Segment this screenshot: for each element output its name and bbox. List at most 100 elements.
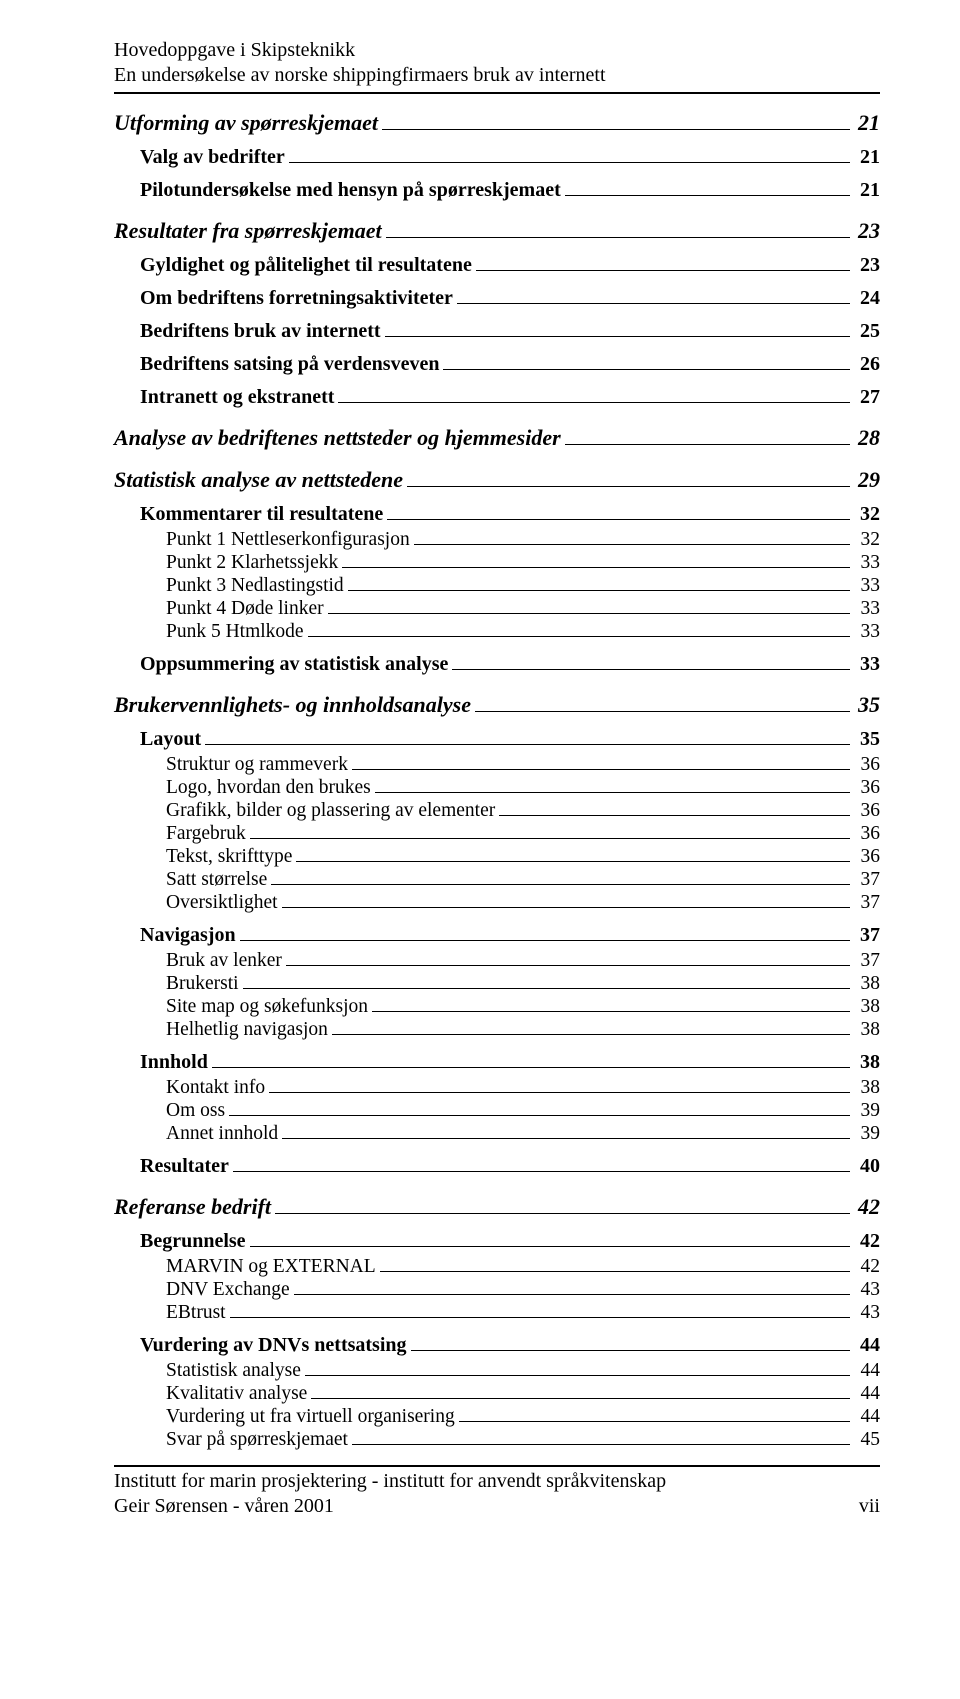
running-footer: Institutt for marin prosjektering - inst… bbox=[114, 1469, 880, 1519]
toc-entry: Vurdering ut fra virtuell organisering44 bbox=[114, 1406, 880, 1428]
toc-entry: Kommentarer til resultatene32 bbox=[114, 503, 880, 526]
toc-leader-line bbox=[286, 950, 850, 966]
toc-page-number: 27 bbox=[852, 386, 880, 409]
toc-leader-line bbox=[565, 428, 850, 446]
toc-leader-line bbox=[308, 621, 850, 637]
toc-page-number: 39 bbox=[852, 1123, 880, 1145]
toc-page-number: 25 bbox=[852, 320, 880, 343]
toc-page-number: 38 bbox=[852, 1051, 880, 1074]
toc-label: Site map og søkefunksjon bbox=[166, 996, 368, 1018]
footer-rule bbox=[114, 1465, 880, 1467]
toc-leader-line bbox=[382, 113, 850, 131]
toc-page-number: 44 bbox=[852, 1360, 880, 1382]
toc-label: Layout bbox=[140, 728, 201, 751]
footer-line-1: Institutt for marin prosjektering - inst… bbox=[114, 1469, 666, 1494]
toc-page-number: 42 bbox=[852, 1256, 880, 1278]
header-line-1: Hovedoppgave i Skipsteknikk bbox=[114, 38, 880, 63]
toc-page-number: 36 bbox=[852, 823, 880, 845]
toc-leader-line bbox=[240, 925, 850, 941]
toc-leader-line bbox=[230, 1302, 850, 1318]
toc-entry: Analyse av bedriftenes nettsteder og hje… bbox=[114, 425, 880, 451]
toc-page-number: 37 bbox=[852, 869, 880, 891]
toc-leader-line bbox=[205, 729, 850, 745]
toc-label: Resultater fra spørreskjemaet bbox=[114, 218, 382, 244]
toc-entry: Bedriftens satsing på verdensveven 26 bbox=[114, 353, 880, 376]
toc-leader-line bbox=[233, 1156, 850, 1172]
toc-entry: Punkt 4 Døde linker33 bbox=[114, 598, 880, 620]
toc-label: Tekst, skrifttype bbox=[166, 846, 292, 868]
toc-label: Statistisk analyse bbox=[166, 1360, 301, 1382]
toc-leader-line bbox=[282, 892, 850, 908]
toc-label: Fargebruk bbox=[166, 823, 246, 845]
toc-page-number: 26 bbox=[852, 353, 880, 376]
toc-page-number: 33 bbox=[852, 552, 880, 574]
toc-entry: Logo, hvordan den brukes36 bbox=[114, 777, 880, 799]
toc-leader-line bbox=[411, 1335, 850, 1351]
toc-label: Valg av bedrifter bbox=[140, 146, 285, 169]
toc-page-number: 44 bbox=[852, 1383, 880, 1405]
toc-label: Oversiktlighet bbox=[166, 892, 278, 914]
toc-label: MARVIN og EXTERNAL bbox=[166, 1256, 376, 1278]
toc-label: Begrunnelse bbox=[140, 1230, 246, 1253]
header-rule bbox=[114, 92, 880, 94]
toc-entry: Pilotundersøkelse med hensyn på spørresk… bbox=[114, 179, 880, 202]
toc-page-number: 37 bbox=[852, 950, 880, 972]
toc-leader-line bbox=[499, 800, 850, 816]
toc-entry: Statistisk analyse 44 bbox=[114, 1360, 880, 1382]
toc-entry: Oversiktlighet 37 bbox=[114, 892, 880, 914]
toc-leader-line bbox=[385, 321, 850, 337]
toc-page-number: 35 bbox=[852, 692, 880, 718]
toc-label: Kommentarer til resultatene bbox=[140, 503, 383, 526]
toc-label: Gyldighet og pålitelighet til resultaten… bbox=[140, 254, 472, 277]
toc-page-number: 36 bbox=[852, 800, 880, 822]
toc-page-number: 33 bbox=[852, 575, 880, 597]
toc-label: Grafikk, bilder og plassering av element… bbox=[166, 800, 495, 822]
table-of-contents: Utforming av spørreskjemaet21Valg av bed… bbox=[114, 110, 880, 1451]
toc-leader-line bbox=[269, 1077, 850, 1093]
document-page: Hovedoppgave i Skipsteknikk En undersøke… bbox=[0, 0, 960, 1557]
toc-entry: Bruk av lenker37 bbox=[114, 950, 880, 972]
toc-leader-line bbox=[332, 1019, 850, 1035]
toc-label: Vurdering av DNVs nettsatsing bbox=[140, 1334, 407, 1357]
toc-leader-line bbox=[328, 598, 850, 614]
toc-label: Brukersti bbox=[166, 973, 239, 995]
toc-leader-line bbox=[289, 147, 850, 163]
toc-label: Svar på spørreskjemaet bbox=[166, 1429, 348, 1451]
toc-page-number: 37 bbox=[852, 892, 880, 914]
toc-entry: Annet innhold39 bbox=[114, 1123, 880, 1145]
toc-label: Bedriftens satsing på verdensveven bbox=[140, 353, 439, 376]
toc-leader-line bbox=[275, 1197, 850, 1215]
toc-entry: Innhold 38 bbox=[114, 1051, 880, 1074]
toc-leader-line bbox=[282, 1123, 850, 1139]
toc-label: Resultater bbox=[140, 1155, 229, 1178]
toc-leader-line bbox=[476, 255, 850, 271]
toc-label: Pilotundersøkelse med hensyn på spørresk… bbox=[140, 179, 561, 202]
toc-entry: DNV Exchange43 bbox=[114, 1279, 880, 1301]
toc-entry: Valg av bedrifter21 bbox=[114, 146, 880, 169]
toc-leader-line bbox=[387, 504, 850, 520]
toc-label: Om bedriftens forretningsaktiviteter bbox=[140, 287, 453, 310]
toc-entry: Resultater40 bbox=[114, 1155, 880, 1178]
toc-page-number: 21 bbox=[852, 179, 880, 202]
toc-label: Punkt 4 Døde linker bbox=[166, 598, 324, 620]
toc-leader-line bbox=[452, 654, 850, 670]
toc-leader-line bbox=[243, 973, 850, 989]
toc-label: Innhold bbox=[140, 1051, 208, 1074]
footer-text: Institutt for marin prosjektering - inst… bbox=[114, 1469, 666, 1519]
toc-entry: Om bedriftens forretningsaktiviteter24 bbox=[114, 287, 880, 310]
toc-leader-line bbox=[342, 552, 850, 568]
toc-leader-line bbox=[352, 1429, 850, 1445]
toc-label: Punkt 1 Nettleserkonfigurasjon bbox=[166, 529, 410, 551]
toc-page-number: 28 bbox=[852, 425, 880, 451]
toc-label: Analyse av bedriftenes nettsteder og hje… bbox=[114, 425, 561, 451]
toc-page-number: 42 bbox=[852, 1194, 880, 1220]
toc-leader-line bbox=[565, 180, 850, 196]
toc-page-number: 38 bbox=[852, 996, 880, 1018]
toc-entry: Grafikk, bilder og plassering av element… bbox=[114, 800, 880, 822]
toc-entry: Resultater fra spørreskjemaet23 bbox=[114, 218, 880, 244]
toc-entry: Bedriftens bruk av internett25 bbox=[114, 320, 880, 343]
toc-page-number: 44 bbox=[852, 1406, 880, 1428]
toc-leader-line bbox=[250, 823, 850, 839]
toc-label: Oppsummering av statistisk analyse bbox=[140, 653, 448, 676]
toc-page-number: 33 bbox=[852, 653, 880, 676]
